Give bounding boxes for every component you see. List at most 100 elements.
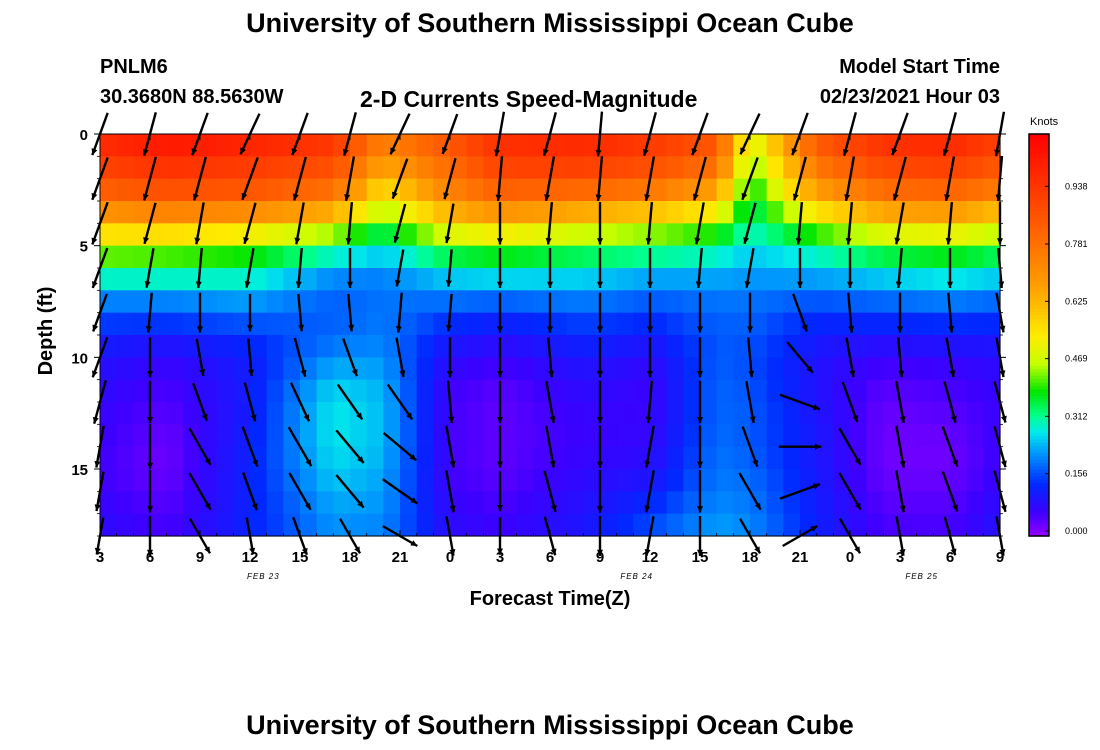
heatmap-cell [433,245,451,269]
heatmap-cell [183,402,201,425]
colorbar-segment [1029,324,1049,329]
heatmap-cell [633,402,651,425]
heatmap-cell [400,357,418,381]
heatmap-cell [283,245,301,269]
heatmap-cell [350,357,368,381]
heatmap-cell [800,223,818,247]
colorbar-segment [1029,298,1049,303]
heatmap-cell [716,469,734,492]
heatmap-cell [800,379,818,403]
heatmap-cell [516,491,534,515]
colorbar-segment [1029,257,1049,262]
colorbar-segment [1029,485,1049,490]
heatmap-cell [850,156,868,180]
heatmap-cell [466,156,484,180]
heatmap-cell [816,469,834,492]
colorbar-segment [1029,227,1049,232]
heatmap-cell [550,424,568,448]
colorbar-segment [1029,418,1049,423]
heatmap-cell [950,156,968,180]
current-arrow [294,202,305,245]
heatmap-cell [166,178,184,202]
heatmap-cell [616,402,634,425]
heatmap-cell [150,446,168,470]
heatmap-cell [500,357,518,381]
current-arrow [335,429,365,464]
heatmap-cell [566,335,584,358]
heatmap-cell [416,402,434,425]
colorbar-segment [1029,512,1049,517]
colorbar-segment [1029,408,1049,413]
colorbar-segment [1029,395,1049,400]
heatmap-cell [966,245,984,269]
heatmap-cell [833,201,851,224]
heatmap-cell [216,223,234,247]
heatmap-cell [400,469,418,492]
y-tick-label: 5 [80,239,88,256]
heatmap-cell [133,424,151,448]
heatmap-cell [383,156,401,180]
heatmap-cell [533,312,551,336]
heatmap-cell [566,156,584,180]
heatmap-cell [866,156,884,180]
heatmap-cell [566,491,584,515]
heatmap-cell [916,290,934,314]
heatmap-cell [483,513,501,537]
heatmap-cell [416,335,434,358]
heatmap-cell [600,402,618,425]
heatmap-cell [500,424,518,448]
heatmap-cell [316,469,334,492]
heatmap-cell [216,156,234,180]
heatmap-cell [616,424,634,448]
heatmap-cell [216,424,234,448]
heatmap-cell [333,357,351,381]
date-label: FEB 24 [620,572,653,581]
heatmap-cell [950,290,968,314]
heatmap-cell [500,223,518,247]
heatmap-cell [616,178,634,202]
heatmap-cell [616,446,634,470]
colorbar-segment [1029,375,1049,380]
current-arrow [747,337,755,378]
heatmap-cell [433,156,451,180]
colorbar-segment [1029,284,1049,289]
heatmap-cell [366,402,384,425]
current-arrow [941,470,959,512]
current-arrow [838,472,862,511]
heatmap-cell [816,134,834,157]
heatmap-cell [533,268,551,291]
heatmap-cell [450,223,468,247]
colorbar-segment [1029,469,1049,473]
colorbar-segment [1029,525,1049,530]
heatmap-cell [200,268,218,291]
current-arrow [846,248,854,288]
heatmap-cell [600,446,618,470]
current-arrow [445,425,456,468]
current-arrow [596,337,604,378]
heatmap-cell [700,134,718,157]
heatmap-cell [283,312,301,336]
heatmap-cell [950,134,968,157]
colorbar-segment [1029,318,1049,323]
heatmap-cell [700,201,718,224]
colorbar-segment [1029,268,1049,272]
heatmap-cell [583,469,601,492]
heatmap-cell [816,357,834,381]
current-arrow [741,157,759,201]
current-arrow [445,249,453,287]
heatmap-cell [200,223,218,247]
heatmap-cell [883,491,901,515]
heatmap-cell [633,223,651,247]
colorbar-segment [1029,365,1049,370]
heatmap-cell [883,357,901,381]
heatmap-cell [483,201,501,224]
current-arrow [496,202,504,245]
heatmap-cell [666,312,684,336]
heatmap-cell [916,223,934,247]
heatmap-cell [766,156,784,180]
heatmap-cell [183,491,201,515]
current-arrow [336,383,364,421]
heatmap-cell [916,446,934,470]
current-arrow [344,156,356,202]
heatmap-cell [766,402,784,425]
